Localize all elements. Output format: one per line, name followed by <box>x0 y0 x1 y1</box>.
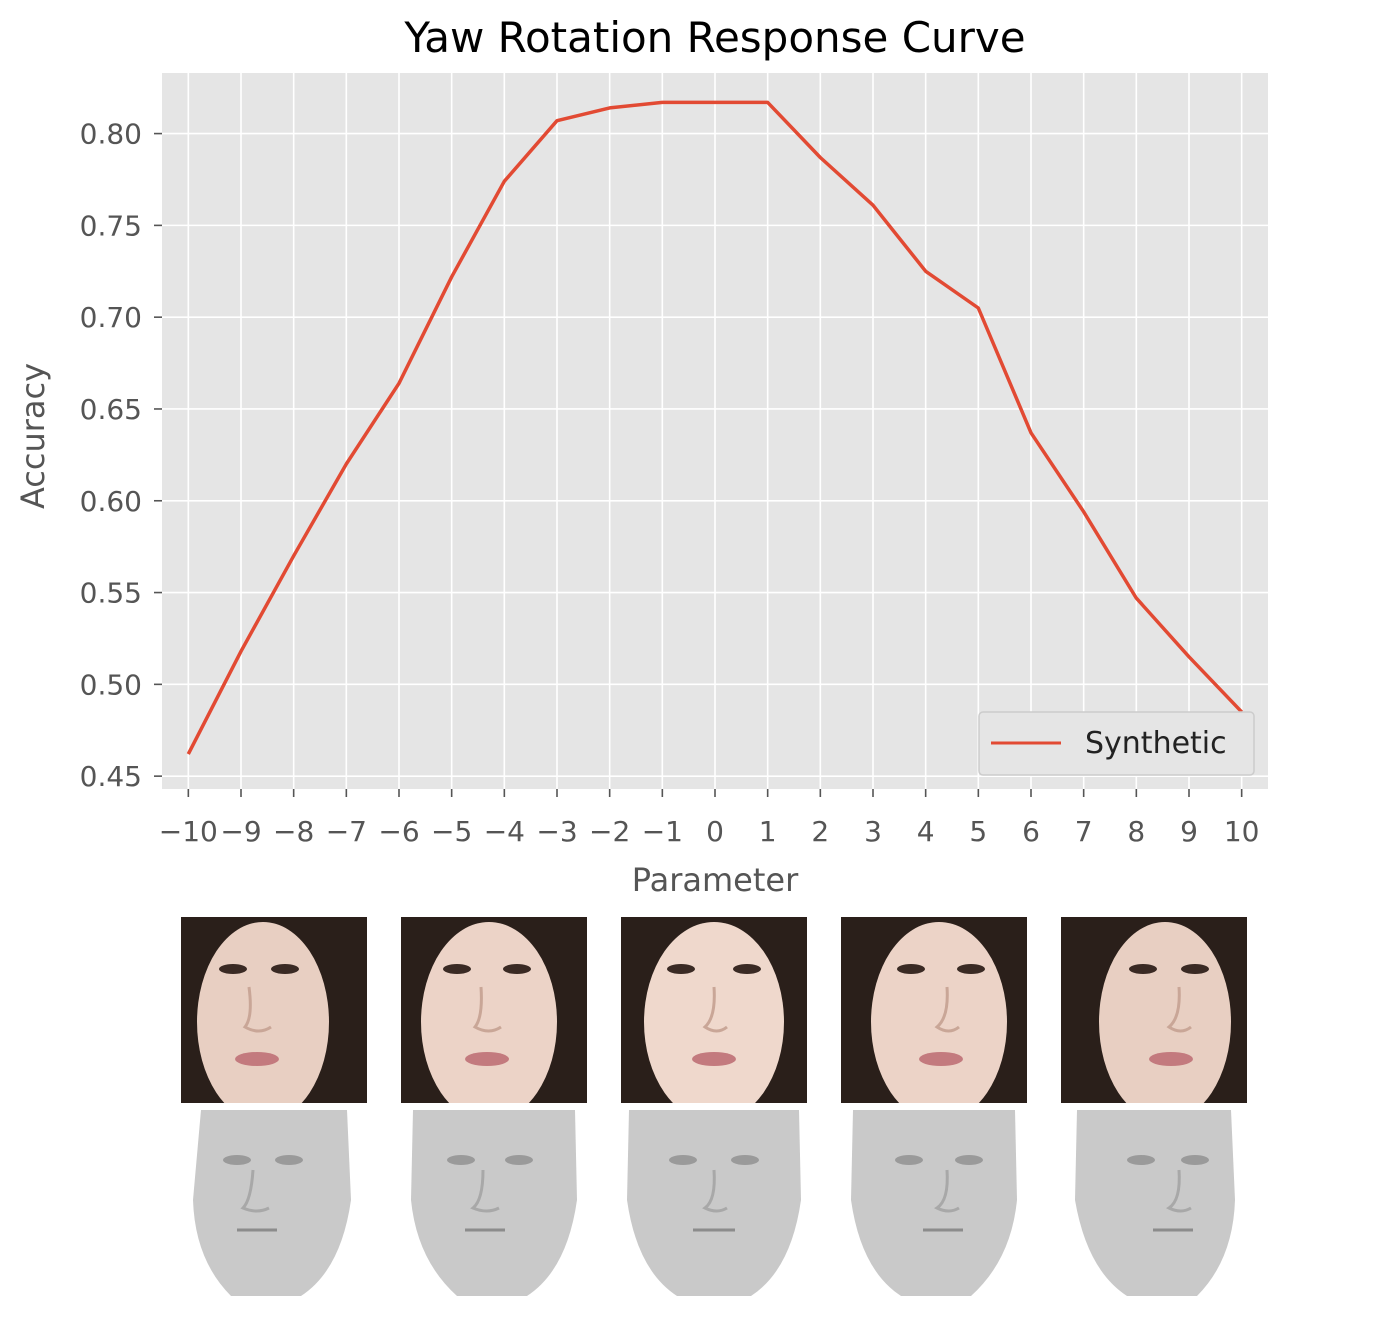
x-tick-label: 1 <box>759 815 777 848</box>
x-tick-label: 6 <box>1022 815 1040 848</box>
x-tick-label: −3 <box>536 815 577 848</box>
face-mesh-3 <box>621 1110 807 1296</box>
y-axis-label: Accuracy <box>14 363 52 509</box>
y-tick-label: 0.55 <box>80 577 142 610</box>
x-tick-label: −10 <box>159 815 218 848</box>
face-photo-4 <box>841 917 1027 1103</box>
face-mesh-5 <box>1061 1110 1247 1296</box>
y-tick-label: 0.50 <box>80 668 142 701</box>
x-tick-label: 0 <box>706 815 724 848</box>
chart-title: Yaw Rotation Response Curve <box>403 13 1025 62</box>
series-layer <box>186 100 1243 755</box>
legend-label: Synthetic <box>1085 726 1227 761</box>
y-tick-label: 0.60 <box>80 485 142 518</box>
y-tick-label: 0.65 <box>80 393 142 426</box>
x-tick-label: −4 <box>484 815 525 848</box>
face-mesh-row <box>0 1110 1384 1296</box>
x-tick-label: 5 <box>969 815 987 848</box>
y-tick-label: 0.45 <box>80 760 142 793</box>
chart: Yaw Rotation Response Curve −10 −9 −8 −7 −6−… <box>14 13 1268 899</box>
grid <box>162 73 1268 789</box>
x-tick-label: −2 <box>589 815 630 848</box>
face-mesh-4 <box>841 1110 1027 1296</box>
face-photo-5 <box>1061 917 1247 1103</box>
x-tick-label: −8 <box>273 815 314 848</box>
y-tick-label: 0.70 <box>80 301 142 334</box>
x-tick-label: 2 <box>811 815 829 848</box>
x-tick-label: 4 <box>917 815 935 848</box>
face-photo-row <box>0 917 1384 1103</box>
x-tick-label: −6 <box>378 815 419 848</box>
ticks: −10 −9 −8 −7 −6 −5 −4 −3 −2 −1 0 1 2 3 4 5 6 7 8 9 100.450.5… <box>80 118 1260 848</box>
y-tick-label: 0.75 <box>80 209 142 242</box>
face-mesh-2 <box>401 1110 587 1296</box>
legend-box <box>978 711 1255 776</box>
face-photo-2 <box>401 917 587 1103</box>
x-tick-label: −1 <box>642 815 683 848</box>
x-axis-label: Parameter <box>632 861 799 899</box>
x-tick-label: −7 <box>326 815 367 848</box>
x-tick-label: 7 <box>1075 815 1093 848</box>
x-tick-label: 10 <box>1224 815 1260 848</box>
x-tick-label: 3 <box>864 815 882 848</box>
x-tick-label: 8 <box>1127 815 1145 848</box>
face-photo-1 <box>181 917 367 1103</box>
x-tick-label: −5 <box>431 815 472 848</box>
face-mesh-1 <box>181 1110 367 1296</box>
x-tick-label: −9 <box>220 815 261 848</box>
legend: Synthetic <box>978 711 1255 776</box>
x-tick-label: 9 <box>1180 815 1198 848</box>
face-photo-3 <box>621 917 807 1103</box>
y-tick-label: 0.80 <box>80 118 142 151</box>
